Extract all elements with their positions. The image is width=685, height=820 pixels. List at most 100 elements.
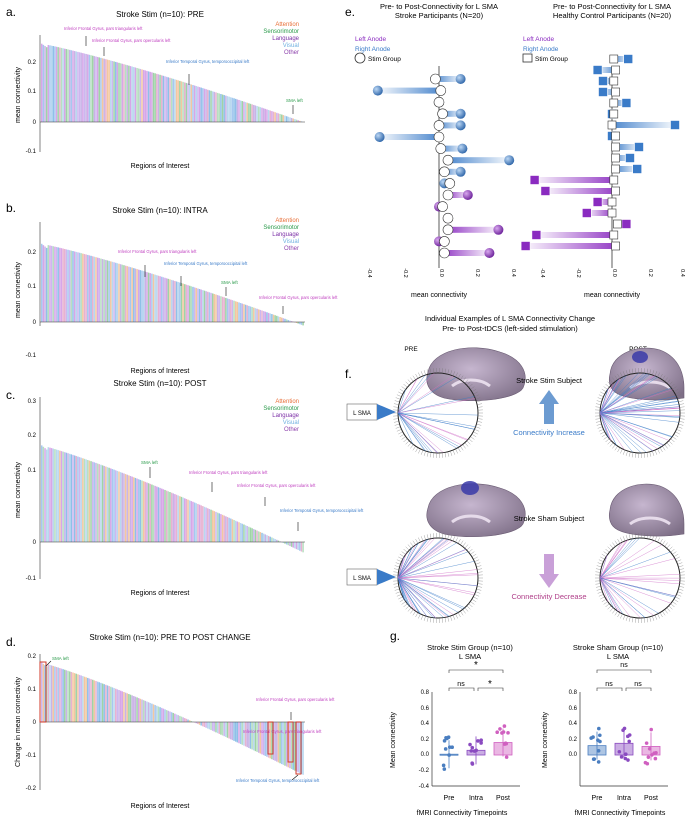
panel-c-bar <box>259 532 262 542</box>
panel-g-stim-ylabel: Mean connectivity <box>390 711 397 768</box>
panel-d-bar <box>182 717 184 722</box>
panel-c-ann-ifg-tri: Inferior Frontal Gyrus, pars triangulari… <box>189 470 268 475</box>
connectogram-edge <box>397 412 438 454</box>
connectogram-tick <box>676 559 682 562</box>
panel-a-bar <box>116 62 119 122</box>
connectogram-tick <box>464 442 469 447</box>
panel-e-left-marker <box>484 248 495 258</box>
panel-b-title: Stroke Stim (n=10): INTRA <box>112 206 208 215</box>
panel-b-bars <box>41 243 304 326</box>
panel-a-legend-language: Language <box>272 36 299 42</box>
panel-b-bar <box>256 308 258 322</box>
panel-d-bar <box>231 722 234 741</box>
connectogram-edge <box>599 400 679 414</box>
connectogram-edge <box>397 551 469 579</box>
connectogram-tick <box>415 612 419 618</box>
connectogram-tick <box>394 423 400 426</box>
panel-b-bar <box>101 259 104 322</box>
panel-b-bar <box>192 286 194 322</box>
connectogram-tick <box>632 452 634 458</box>
panel-b-bar <box>207 291 209 322</box>
panel-a-bar <box>287 116 290 122</box>
panel-d-xlabel: Regions of Interest <box>131 803 190 810</box>
panel-c-bar <box>116 470 119 542</box>
connectogram-tick <box>597 397 603 400</box>
panel-a-bar <box>200 87 202 122</box>
panel-c-bar <box>177 495 179 542</box>
panel-d-bar <box>230 722 232 740</box>
panel-c-bar <box>141 480 143 542</box>
panel-b-bar <box>228 299 230 322</box>
connectogram-tick <box>430 617 432 623</box>
panel-d-letter: d. <box>6 635 16 649</box>
panel-e-right-plot <box>520 54 680 251</box>
panel-d-bar <box>213 722 216 732</box>
connectogram-tick <box>652 450 655 456</box>
panel-a-bar <box>87 54 89 122</box>
panel-a-ytick: 0 <box>33 120 37 126</box>
panel-c-bar <box>142 481 145 542</box>
connectogram-tick <box>442 452 443 458</box>
panel-a-bar <box>152 72 155 122</box>
panel-b-bar <box>47 245 50 322</box>
panel-d-ytick: 0.1 <box>28 687 37 693</box>
panel-c-xlabel: Regions of Interest <box>131 590 190 597</box>
panel-b-bar <box>165 278 168 322</box>
panel-d-bar <box>87 677 89 722</box>
panel-c-bar <box>295 542 298 550</box>
panel-c-bar <box>129 475 132 542</box>
connectogram-tick <box>412 540 416 545</box>
panel-g-sham-bars <box>587 726 661 766</box>
connectogram-tick <box>468 603 473 608</box>
panel-c-bar <box>131 476 133 542</box>
panel-b-bar <box>249 306 252 322</box>
connectogram-tick <box>644 617 645 623</box>
panel-c-ann-itg: Inferior Temporal Gyrus, temporooccipita… <box>280 508 364 513</box>
connectogram-tick <box>596 423 602 426</box>
panel-c-bar <box>264 534 267 542</box>
panel-g-stim-point <box>506 731 510 735</box>
connectogram-tick <box>393 583 399 585</box>
panel-a-bar <box>299 120 301 122</box>
connectogram-tick <box>620 537 623 543</box>
connectogram-edge <box>397 539 429 579</box>
panel-d-bar <box>70 671 73 722</box>
panel-c-bar <box>52 448 54 542</box>
connectogram-tick <box>595 568 601 570</box>
connectogram-tick <box>614 446 618 451</box>
panel-c-bar <box>157 487 160 542</box>
panel-g-sham-point <box>623 756 628 761</box>
connectogram-edge <box>397 569 478 579</box>
panel-d-bar <box>276 722 278 762</box>
panel-a-bar <box>50 45 53 122</box>
connectogram-tick <box>405 381 410 386</box>
panel-c-bar <box>239 523 242 542</box>
panel-e-right-bar <box>603 89 616 95</box>
panel-f-lsma-label-2: L SMA <box>353 576 371 582</box>
panel-e-right-bar <box>534 177 614 183</box>
panel-g-sham-bracket-left <box>596 687 623 691</box>
connectogram-tick <box>614 540 618 545</box>
connectogram-edge <box>397 577 454 616</box>
panel-b-bar <box>262 311 265 322</box>
panel-e-right-bar <box>597 67 616 73</box>
connectogram-pre-stim <box>393 368 483 458</box>
panel-d-bar <box>162 708 165 722</box>
connectogram-edge <box>397 412 433 453</box>
connectogram-tick <box>462 444 466 449</box>
connectogram-tick <box>622 536 626 541</box>
panel-c-bar <box>72 454 74 542</box>
panel-e-left-marker-outline <box>442 212 454 224</box>
panel-b-bar <box>198 289 201 322</box>
connectogram-tick <box>452 371 456 376</box>
connectogram-tick <box>649 534 652 540</box>
panel-b-bar <box>244 304 247 322</box>
panel-b-bar <box>246 305 248 322</box>
connectogram-tick <box>473 391 478 395</box>
panel-c-bar <box>261 532 263 542</box>
panel-g-sham-sig-right: ns <box>634 681 642 688</box>
panel-c-ytick: 0.2 <box>28 433 37 439</box>
panel-b-bar <box>124 265 127 322</box>
panel-e-left-xlabel: mean connectivity <box>411 292 468 299</box>
connectogram-tick <box>447 616 450 622</box>
